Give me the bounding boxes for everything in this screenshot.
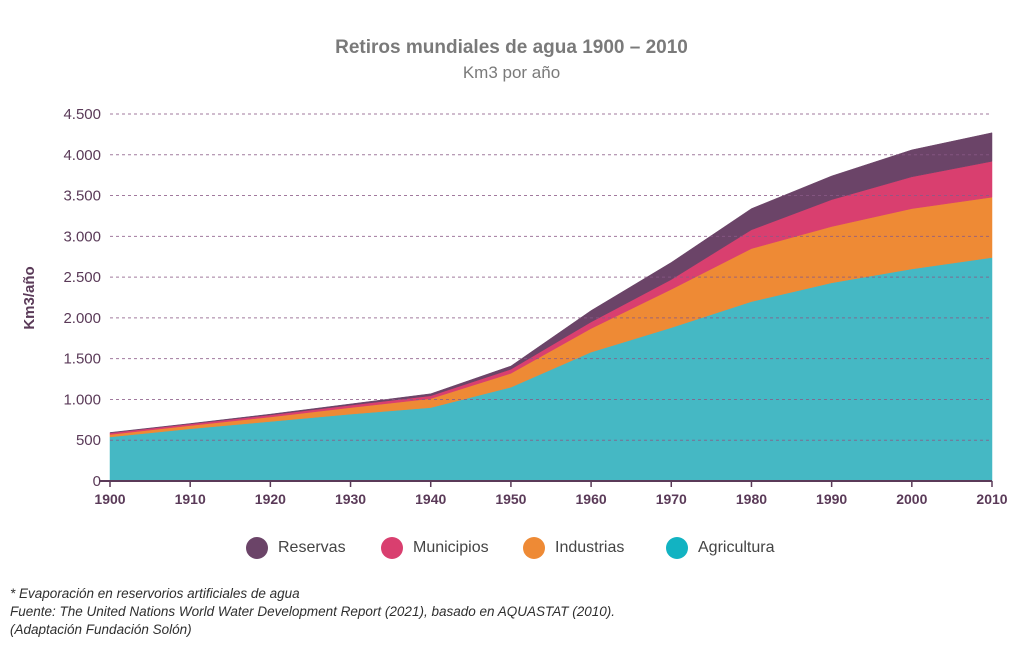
legend-label-industrias: Industrias	[555, 539, 625, 556]
note-adaptation: (Adaptación Fundación Solón)	[10, 622, 192, 637]
legend-item-municipios: Municipios	[381, 537, 489, 559]
x-tick-label: 1960	[576, 491, 607, 507]
x-tick-label: 1950	[495, 491, 526, 507]
legend-item-reservas: Reservas	[246, 537, 346, 559]
legend-item-industrias: Industrias	[523, 537, 624, 559]
y-tick-label: 2.500	[63, 269, 101, 286]
y-tick-label: 500	[76, 432, 101, 449]
chart-subtitle: Km3 por año	[462, 63, 561, 82]
chart-legend: Reservas Municipios Industrias Agricultu…	[0, 537, 1023, 563]
y-tick-label: 1.500	[63, 351, 101, 368]
note-evaporation: * Evaporación en reservorios artificiale…	[10, 586, 300, 601]
x-tick-label: 1920	[255, 491, 286, 507]
legend-item-agricultura: Agricultura	[666, 537, 774, 559]
y-tick-label: 3.500	[63, 188, 101, 205]
y-tick-label: 3.000	[63, 228, 101, 245]
y-tick-label: 2.000	[63, 310, 101, 327]
x-tick-label: 1940	[415, 491, 446, 507]
y-tick-label: 4.000	[63, 147, 101, 164]
legend-swatch-agricultura	[666, 537, 688, 559]
y-axis-label: Km3/año	[21, 266, 38, 329]
x-tick-label: 1990	[816, 491, 847, 507]
x-tick-label: 1930	[335, 491, 366, 507]
x-tick-label: 1900	[94, 491, 125, 507]
chart-title: Retiros mundiales de agua 1900 – 2010	[335, 37, 688, 58]
y-tick-label: 1.000	[63, 391, 101, 408]
legend-swatch-industrias	[523, 537, 545, 559]
legend-label-agricultura: Agricultura	[698, 539, 775, 556]
x-tick-label: 1980	[736, 491, 767, 507]
y-tick-label: 0	[93, 473, 101, 490]
legend-swatch-municipios	[381, 537, 403, 559]
note-source: Fuente: The United Nations World Water D…	[10, 604, 616, 619]
chart-notes: * Evaporación en reservorios artificiale…	[10, 585, 615, 639]
x-tick-label: 1910	[175, 491, 206, 507]
area-series-reservas	[109, 132, 993, 434]
legend-label-municipios: Municipios	[413, 539, 489, 556]
x-tick-label: 1970	[656, 491, 687, 507]
legend-swatch-reservas	[246, 537, 268, 559]
x-tick-label: 2010	[976, 491, 1007, 507]
y-tick-label: 4.500	[63, 106, 101, 123]
legend-label-reservas: Reservas	[278, 539, 346, 556]
x-tick-label: 2000	[896, 491, 927, 507]
